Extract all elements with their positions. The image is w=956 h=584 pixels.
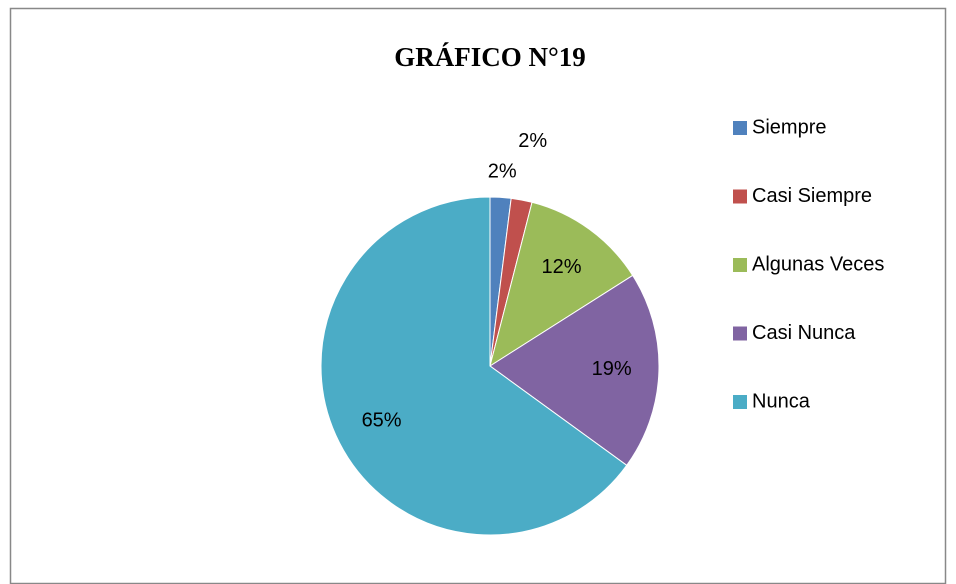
legend-label: Algunas Veces [752,253,884,275]
pie-slice [489,201,634,368]
data-label: 12% [542,256,582,278]
pie-slice [489,274,660,467]
legend-swatch [733,326,747,341]
data-label: 65% [362,410,402,432]
pie-slice [320,196,628,536]
legend-swatch [733,121,747,135]
legend-label: Nunca [752,390,811,412]
data-label: 2% [488,160,517,182]
legend-swatch [733,258,747,272]
legend-label: Casi Siempre [752,185,872,207]
legend-label: Casi Nunca [752,322,856,344]
chart-title: GRÁFICO N°19 [394,42,586,72]
legend-swatch [733,395,747,409]
legend-swatch [733,189,747,204]
data-label: 19% [592,358,632,380]
data-label: 2% [518,130,547,152]
legend-label: Siempre [752,116,826,138]
